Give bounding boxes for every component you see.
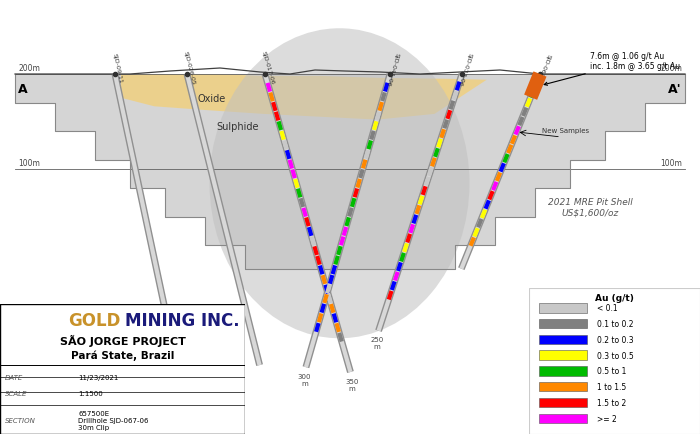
Text: 0.3 to 0.5: 0.3 to 0.5 (597, 351, 634, 360)
Text: New Samples: New Samples (542, 128, 589, 134)
Bar (539, 366, 587, 376)
Polygon shape (15, 75, 685, 269)
Text: 250
m: 250 m (370, 337, 384, 350)
FancyBboxPatch shape (528, 289, 700, 434)
Text: SÃO JORGE PROJECT: SÃO JORGE PROJECT (60, 334, 186, 346)
Text: MINING INC.: MINING INC. (125, 312, 239, 330)
Ellipse shape (209, 29, 470, 339)
Text: Oxide: Oxide (197, 94, 225, 104)
Text: SCALE: SCALE (5, 390, 27, 396)
Text: < 0.1: < 0.1 (597, 304, 617, 313)
Text: A: A (18, 83, 27, 96)
Bar (539, 398, 587, 407)
Text: 7.6m @ 1.06 g/t Au
inc. 1.8m @ 3.65 g/t Au: 7.6m @ 1.06 g/t Au inc. 1.8m @ 3.65 g/t … (544, 52, 680, 86)
Text: 300
m: 300 m (298, 373, 311, 386)
Bar (539, 382, 587, 391)
Text: 200m: 200m (660, 64, 682, 73)
Text: 657500E
Drillhole SJD-067-06
30m Clip: 657500E Drillhole SJD-067-06 30m Clip (78, 410, 149, 430)
Bar (539, 351, 587, 360)
Text: SECTION: SECTION (5, 417, 36, 423)
Text: 11/23/2021: 11/23/2021 (78, 375, 119, 380)
Text: 0.1 to 0.2: 0.1 to 0.2 (597, 319, 634, 329)
Text: SJD-017-06: SJD-017-06 (260, 51, 274, 85)
Text: SJD-067-06: SJD-067-06 (533, 53, 551, 87)
Polygon shape (121, 75, 486, 120)
Text: Pará State, Brazil: Pará State, Brazil (71, 349, 174, 360)
Polygon shape (524, 72, 547, 101)
Text: SJD-032-06: SJD-032-06 (456, 53, 472, 87)
Text: 0.2 to 0.3: 0.2 to 0.3 (597, 335, 634, 344)
Text: SJD-041-06: SJD-041-06 (385, 52, 400, 87)
Text: 100m: 100m (660, 159, 682, 168)
Text: SJD-09-11: SJD-09-11 (112, 53, 123, 84)
FancyBboxPatch shape (0, 304, 245, 434)
Text: 200m: 200m (18, 64, 40, 73)
Text: 1 to 1.5: 1 to 1.5 (597, 382, 626, 391)
Text: 2021 MRE Pit Shell
US$1,600/oz: 2021 MRE Pit Shell US$1,600/oz (547, 198, 632, 217)
Text: SJD-026-05: SJD-026-05 (183, 51, 196, 85)
Text: GOLD: GOLD (68, 312, 120, 330)
Text: Au (g/t): Au (g/t) (595, 293, 634, 302)
Bar (539, 303, 587, 313)
Text: 350
m: 350 m (345, 378, 359, 391)
Bar (539, 414, 587, 423)
Text: DATE: DATE (5, 375, 23, 380)
Text: 1.5 to 2: 1.5 to 2 (597, 398, 626, 407)
Text: 1:1500: 1:1500 (78, 390, 103, 396)
Text: A': A' (668, 83, 682, 96)
Text: 100m: 100m (18, 159, 40, 168)
Bar (539, 319, 587, 329)
Bar (539, 335, 587, 345)
Text: 0.5 to 1: 0.5 to 1 (597, 367, 626, 375)
Text: >= 2: >= 2 (597, 414, 617, 423)
Text: Sulphide: Sulphide (216, 122, 258, 132)
